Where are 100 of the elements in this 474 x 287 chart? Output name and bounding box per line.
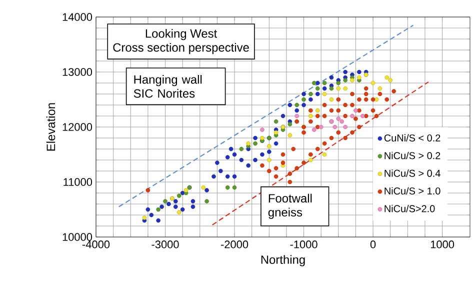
point [384, 75, 390, 80]
point [322, 114, 327, 118]
point [343, 114, 348, 118]
legend-label: NiCu/S > 0.2 [384, 152, 440, 160]
point [360, 114, 365, 118]
y-tick-label: 12000 [62, 123, 92, 131]
legend-label: NiCu/S > 0.4 [384, 170, 440, 177]
point [160, 204, 164, 209]
point [225, 174, 230, 179]
point [267, 150, 272, 154]
point [149, 212, 154, 218]
point [260, 163, 264, 168]
point [260, 128, 264, 132]
point [308, 158, 313, 162]
y-axis-title: Elevation [46, 103, 56, 151]
point [288, 102, 292, 108]
point [322, 152, 327, 157]
point [166, 202, 171, 206]
point [315, 80, 320, 86]
point [274, 130, 278, 135]
point [302, 130, 306, 135]
point [329, 75, 334, 80]
point [364, 86, 368, 91]
point [336, 116, 341, 121]
point [343, 102, 348, 108]
point [329, 97, 334, 102]
point [294, 114, 299, 118]
point [146, 207, 150, 212]
point [332, 124, 338, 130]
point [343, 86, 348, 91]
point [336, 80, 341, 86]
point [280, 152, 286, 157]
y-tick-label: 13000 [62, 68, 92, 76]
point [294, 108, 299, 113]
point [370, 108, 376, 113]
point [174, 199, 178, 204]
point [315, 92, 320, 96]
point [302, 92, 306, 96]
point [267, 158, 272, 162]
annotation: Hanging wall SIC Norites [134, 74, 202, 98]
point [357, 124, 362, 130]
point [308, 119, 313, 124]
point [280, 160, 286, 165]
point [308, 97, 313, 102]
point [239, 146, 244, 152]
point [364, 97, 368, 102]
x-tick-label: 0 [370, 240, 376, 248]
point [253, 141, 258, 146]
point [267, 144, 272, 148]
point [392, 89, 396, 94]
point [315, 124, 320, 130]
text: Looking West [146, 28, 218, 40]
point [343, 70, 348, 74]
point [343, 136, 348, 140]
point [246, 141, 251, 146]
point [260, 152, 264, 157]
point [336, 86, 341, 91]
point [308, 92, 313, 96]
point [212, 174, 216, 179]
point [302, 97, 306, 102]
point [322, 102, 327, 108]
point [329, 108, 334, 113]
point [364, 92, 368, 96]
point [288, 133, 292, 138]
point [232, 152, 237, 157]
point [378, 92, 382, 96]
point [232, 185, 237, 190]
point [322, 80, 327, 86]
x-tick-label: 1000 [430, 240, 454, 248]
point [364, 114, 368, 118]
point [357, 108, 362, 113]
point [315, 114, 320, 118]
point [357, 70, 362, 74]
point [315, 86, 320, 91]
point [163, 199, 168, 204]
point [322, 141, 327, 146]
point [201, 185, 206, 190]
point [174, 204, 178, 209]
point [322, 92, 327, 96]
point [308, 108, 313, 113]
point [260, 136, 264, 140]
point [291, 146, 296, 152]
point [329, 86, 334, 91]
point [225, 155, 230, 160]
point [232, 174, 237, 179]
annotation: Footwall gneiss [268, 194, 312, 219]
point [228, 146, 234, 152]
point [354, 116, 358, 121]
point [354, 108, 358, 113]
point [204, 199, 209, 204]
point [350, 102, 354, 108]
point [312, 80, 316, 86]
point [388, 78, 392, 82]
point [288, 180, 292, 184]
point [274, 166, 278, 170]
point [146, 188, 150, 192]
point [384, 97, 390, 102]
point [156, 207, 160, 212]
x-axis-title: Northing [261, 255, 305, 266]
point [204, 188, 209, 192]
